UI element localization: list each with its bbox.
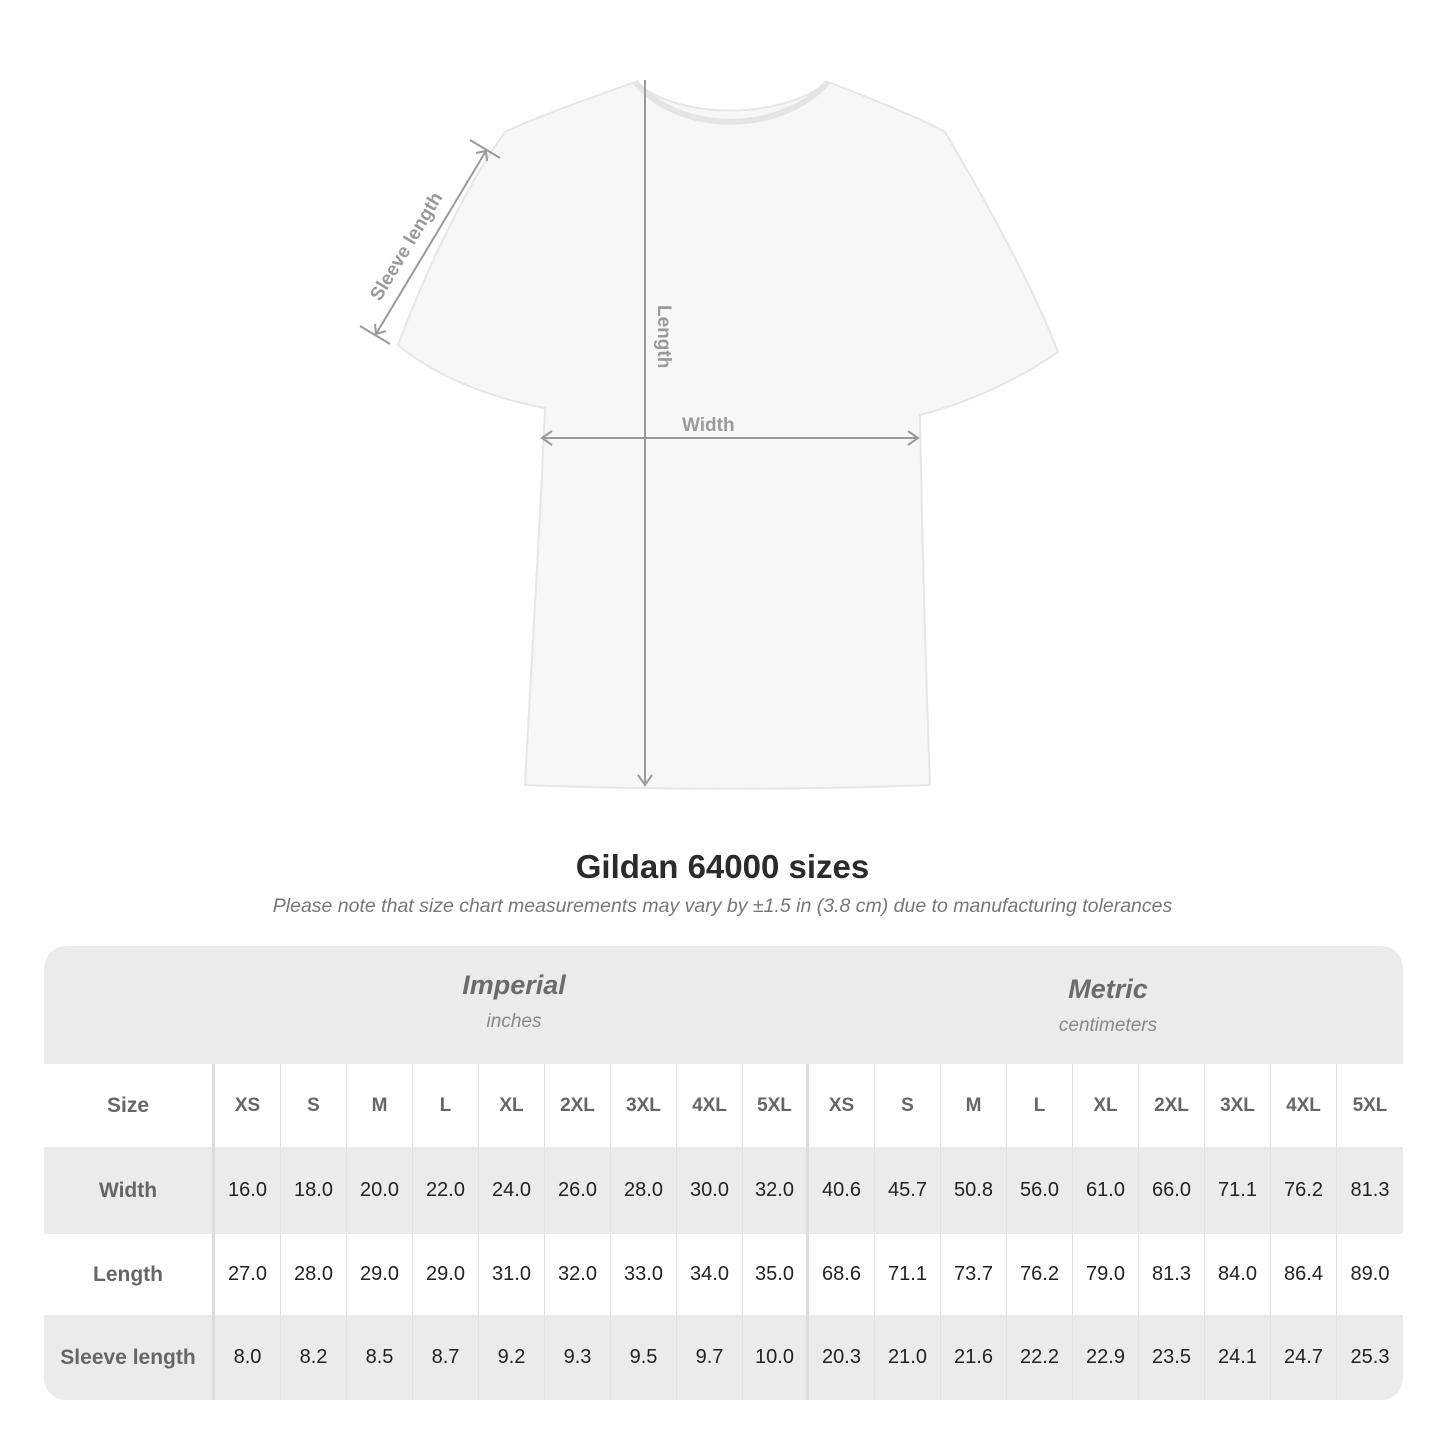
table-cell: 56.0 — [1007, 1147, 1073, 1234]
table-cell: 66.0 — [1139, 1147, 1205, 1234]
size-header-cell: L — [413, 1064, 479, 1147]
table-cell: 21.6 — [941, 1315, 1007, 1400]
table-cell: 25.3 — [1350, 1346, 1390, 1368]
imperial-unit: inches — [486, 1011, 542, 1032]
size-header-cell: L — [1007, 1064, 1073, 1147]
table-cell: 89.0 — [1350, 1263, 1390, 1285]
size-header-cell: 4XL — [677, 1064, 743, 1147]
table-cell: 9.7 — [677, 1315, 743, 1400]
table-cell: 61.0 — [1073, 1147, 1139, 1234]
table-cell: 22.9 — [1073, 1315, 1139, 1400]
tolerance-note: Please note that size chart measurements… — [272, 895, 1173, 917]
size-header-cell: 5XL — [743, 1064, 809, 1147]
size-header-cell: 3XL — [611, 1064, 677, 1147]
table-cell: 28.0 — [281, 1234, 347, 1315]
table-row-sleeve-length: Sleeve length 8.0 8.2 8.5 8.7 9.2 9.3 9.5 9.7 10.… — [44, 1315, 1403, 1400]
table-cell: 20.0 — [347, 1147, 413, 1234]
table-cell: 28.0 — [611, 1147, 677, 1234]
table-cell: 35.0 — [743, 1234, 809, 1315]
tshirt-collar — [632, 79, 831, 125]
table-cell: 71.1 — [875, 1234, 941, 1315]
table-cell: 33.0 — [611, 1234, 677, 1315]
size-table: Imperial inches Metric centimeters Size X… — [44, 946, 1403, 1400]
size-header-cell: 4XL — [1271, 1064, 1337, 1147]
table-cell: 9.3 — [545, 1315, 611, 1400]
table-cell: 76.2 — [1007, 1234, 1073, 1315]
table-cell: 32.0 — [545, 1234, 611, 1315]
table-cell: 50.8 — [941, 1147, 1007, 1234]
width-label: Width — [682, 415, 735, 436]
tshirt-diagram: Sleeve length Length Width — [359, 79, 1060, 790]
table-cell: 21.0 — [875, 1315, 941, 1400]
table-cell: 73.7 — [941, 1234, 1007, 1315]
sleeve-arrow-head-top — [475, 149, 488, 162]
page-title: Gildan 64000 sizes — [575, 848, 870, 885]
table-cell: 45.7 — [875, 1147, 941, 1234]
width-arrow-head-left — [540, 430, 553, 446]
table-cell: 24.1 — [1205, 1315, 1271, 1400]
size-header-cell: XL — [479, 1064, 545, 1147]
row-label: Sleeve length — [44, 1315, 215, 1400]
table-cell: 40.6 — [809, 1147, 875, 1234]
length-label: Length — [653, 305, 674, 368]
imperial-title: Imperial — [462, 970, 566, 1000]
size-header-cell: 5XL — [1352, 1094, 1388, 1116]
table-cell: 18.0 — [281, 1147, 347, 1234]
table-cell: 30.0 — [677, 1147, 743, 1234]
table-cell: 76.2 — [1271, 1147, 1337, 1234]
length-arrow-head-bottom — [637, 774, 653, 787]
size-header-cell: S — [875, 1064, 941, 1147]
table-cell: 8.0 — [215, 1315, 281, 1400]
table-cell: 71.1 — [1205, 1147, 1271, 1234]
table-cell: 23.5 — [1139, 1315, 1205, 1400]
table-cell: 27.0 — [215, 1234, 281, 1315]
table-cell: 9.2 — [479, 1315, 545, 1400]
size-header-cell: S — [281, 1064, 347, 1147]
table-row-length: Length 27.0 28.0 29.0 29.0 31.0 32.0 33.0 34.0 35… — [44, 1234, 1403, 1315]
table-cell: 86.4 — [1271, 1234, 1337, 1315]
row-label: Size — [44, 1064, 215, 1147]
table-cell: 22.0 — [413, 1147, 479, 1234]
table-cell: 68.6 — [809, 1234, 875, 1315]
table-cell: 34.0 — [677, 1234, 743, 1315]
table-cell: 16.0 — [215, 1147, 281, 1234]
table-cell: 32.0 — [743, 1147, 809, 1234]
table-cell: 84.0 — [1205, 1234, 1271, 1315]
table-cell: 9.5 — [611, 1315, 677, 1400]
table-cell: 79.0 — [1073, 1234, 1139, 1315]
table-cell: 29.0 — [347, 1234, 413, 1315]
table-cell: 26.0 — [545, 1147, 611, 1234]
table-cell: 20.3 — [809, 1315, 875, 1400]
table-cell: 24.7 — [1271, 1315, 1337, 1400]
width-arrow-head-right — [907, 430, 920, 446]
table-cell: 8.5 — [347, 1315, 413, 1400]
table-cell: 8.7 — [413, 1315, 479, 1400]
size-header-cell: M — [941, 1064, 1007, 1147]
table-row-width: Width 16.0 18.0 20.0 22.0 24.0 26.0 28.0 30.0 32.… — [44, 1147, 1403, 1234]
imperial-header: Imperial inches — [215, 946, 813, 1064]
size-header-row: Size XS S M L XL 2XL 3XL 4XL 5XL XS S M L XL 2XL 3XL 4XL 5… — [44, 1064, 1403, 1147]
table-cell: 31.0 — [479, 1234, 545, 1315]
table-cell: 81.3 — [1350, 1179, 1390, 1201]
table-cell: 8.2 — [281, 1315, 347, 1400]
size-header-cell: M — [347, 1064, 413, 1147]
size-header-cell: 2XL — [1139, 1064, 1205, 1147]
metric-title: Metric — [1068, 974, 1148, 1004]
metric-header: Metric centimeters — [813, 946, 1403, 1064]
size-header-cell: 2XL — [545, 1064, 611, 1147]
sleeve-measure-line — [375, 150, 487, 335]
table-cell: 81.3 — [1139, 1234, 1205, 1315]
row-label: Length — [44, 1234, 215, 1315]
row-label: Width — [44, 1147, 215, 1234]
table-cell: 22.2 — [1007, 1315, 1073, 1400]
table-cell: 29.0 — [413, 1234, 479, 1315]
size-header-cell: 3XL — [1205, 1064, 1271, 1147]
table-cell: 10.0 — [743, 1315, 809, 1400]
table-cell: 24.0 — [479, 1147, 545, 1234]
size-header-cell: XL — [1073, 1064, 1139, 1147]
size-header-cell: XS — [215, 1064, 281, 1147]
sleeve-arrow-head-bottom — [374, 323, 387, 336]
metric-unit: centimeters — [1058, 1015, 1158, 1036]
size-header-cell: XS — [809, 1064, 875, 1147]
